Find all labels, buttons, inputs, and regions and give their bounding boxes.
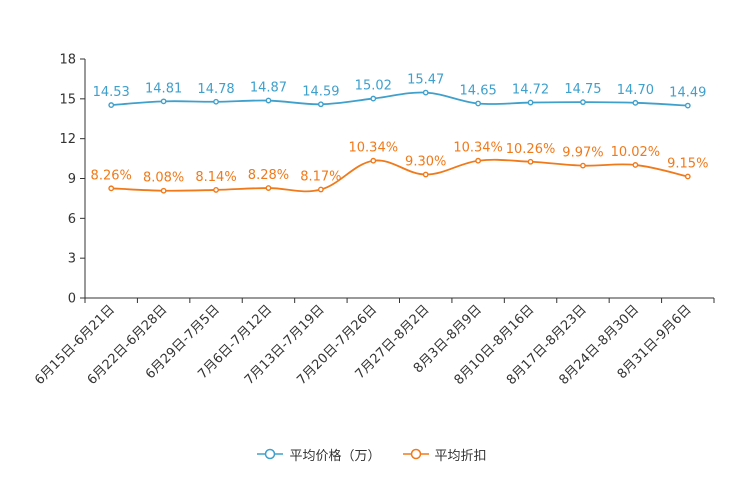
data-point-discount[interactable]: [160, 187, 167, 194]
data-label-price: 14.78: [197, 82, 234, 97]
data-point-price[interactable]: [317, 101, 324, 108]
data-point-price[interactable]: [422, 89, 429, 96]
data-point-discount[interactable]: [527, 158, 534, 165]
data-label-price: 14.70: [617, 83, 654, 98]
series-line-discount: [111, 158, 688, 193]
data-label-discount: 8.17%: [300, 170, 341, 185]
data-point-discount[interactable]: [213, 187, 219, 193]
data-label-discount: 9.97%: [562, 146, 603, 161]
legend: 平均价格（万） 平均折扣: [0, 444, 744, 464]
data-point-price[interactable]: [632, 99, 639, 106]
y-tick-label: 3: [68, 252, 76, 267]
data-label-discount: 9.15%: [667, 157, 708, 172]
data-label-price: 14.87: [250, 81, 287, 96]
data-label-price: 14.81: [145, 81, 182, 96]
data-label-price: 14.53: [93, 85, 130, 100]
data-label-price: 14.49: [669, 86, 706, 101]
data-point-price[interactable]: [684, 102, 691, 109]
data-label-discount: 9.30%: [405, 155, 446, 170]
y-tick-label: 6: [68, 212, 76, 227]
data-point-price[interactable]: [475, 100, 482, 107]
series-line-price: [111, 91, 688, 107]
data-label-discount: 10.02%: [611, 145, 661, 160]
legend-price-marker-icon: [257, 448, 284, 460]
data-label-price: 14.72: [512, 83, 549, 98]
legend-discount-marker-icon: [402, 448, 429, 460]
data-point-discount[interactable]: [265, 185, 272, 191]
data-label-discount: 10.34%: [453, 141, 503, 156]
data-point-discount[interactable]: [475, 157, 482, 164]
data-point-discount[interactable]: [684, 173, 691, 180]
data-point-price[interactable]: [265, 97, 272, 104]
data-point-price[interactable]: [160, 98, 167, 105]
legend-price-label: 平均价格（万）: [289, 448, 381, 464]
data-point-discount[interactable]: [422, 171, 429, 178]
data-label-price: 14.59: [302, 84, 339, 99]
legend-discount-label: 平均折扣: [434, 448, 487, 464]
data-label-discount: 8.28%: [248, 168, 289, 183]
data-label-discount: 10.26%: [506, 142, 556, 157]
y-tick-label: 12: [59, 132, 76, 147]
data-point-price[interactable]: [370, 95, 377, 102]
data-point-price[interactable]: [580, 99, 586, 106]
data-point-price[interactable]: [108, 102, 115, 108]
data-point-price[interactable]: [527, 99, 534, 106]
legend-item-discount[interactable]: 平均折扣: [402, 445, 487, 464]
data-point-discount[interactable]: [317, 186, 324, 193]
data-label-discount: 8.08%: [143, 171, 184, 186]
data-point-price[interactable]: [213, 98, 219, 105]
data-label-discount: 8.26%: [91, 168, 132, 183]
data-label-discount: 8.14%: [195, 170, 236, 185]
data-label-discount: 10.34%: [349, 141, 399, 156]
data-label-price: 14.65: [460, 83, 497, 98]
data-point-discount[interactable]: [370, 157, 377, 164]
data-point-discount[interactable]: [632, 162, 639, 168]
y-tick-label: 0: [68, 292, 76, 307]
data-point-discount[interactable]: [580, 162, 586, 169]
y-tick-label: 15: [59, 92, 76, 107]
data-label-price: 14.75: [564, 82, 601, 97]
y-tick-label: 18: [59, 53, 76, 68]
y-tick-label: 9: [68, 172, 76, 187]
data-label-price: 15.02: [355, 79, 392, 94]
data-point-discount[interactable]: [108, 185, 115, 192]
legend-item-price[interactable]: 平均价格（万）: [257, 445, 381, 464]
data-label-price: 15.47: [407, 73, 444, 88]
